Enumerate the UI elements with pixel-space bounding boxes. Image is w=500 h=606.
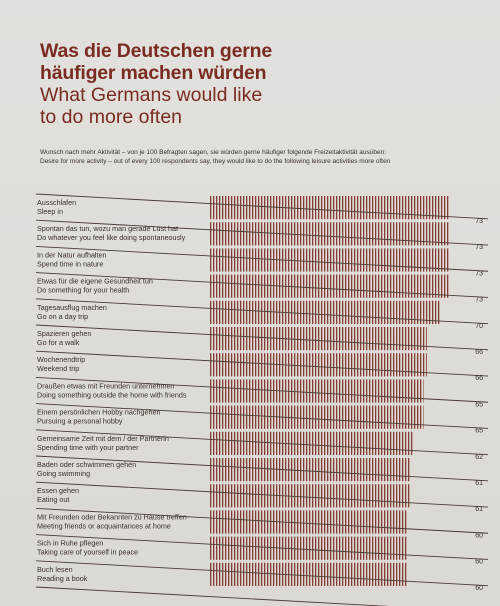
category-label-de-7: Wochenendtrip [37,355,85,364]
category-label-de-4: Etwas für die eigene Gesundheit tun [37,277,153,286]
title-german: Was die Deutschen gerne häufiger machen … [40,40,340,84]
category-label-en-6: Go for a walk [37,338,80,347]
row-separator-15 [35,560,489,587]
value-label-2: 73 [475,244,483,251]
bar-3 [209,248,450,272]
bar-13 [209,510,407,534]
bar-12 [209,484,411,508]
row-separator-13 [35,507,489,534]
description-german: Wunsch nach mehr Aktivität – von je 100 … [40,149,387,156]
title-english: What Germans would like to do more often [40,84,360,128]
value-label-14: 60 [475,559,483,566]
row-separator-3 [35,245,489,272]
category-label-en-5: Go on a day trip [37,312,88,321]
row-separator-6 [35,324,489,351]
row-separator-7 [35,350,489,377]
category-label-en-11: Going swimming [37,469,90,478]
bar-8 [209,379,424,403]
value-label-10: 62 [475,454,483,461]
bar-14 [209,536,407,560]
title-english-line2: to do more often [40,106,183,128]
category-label-de-5: Tagesausflug machen [37,303,107,312]
category-label-en-15: Reading a book [37,574,88,583]
row-separator-12 [35,481,489,508]
description-english: Desire for more activity – out of every … [40,157,391,165]
bar-2 [209,222,450,246]
category-label-en-1: Sleep in [37,207,63,216]
category-label-en-13: Meeting friends or acquaintances at home [37,521,171,530]
bar-1 [209,196,450,220]
category-label-de-1: Ausschlafen [37,198,76,207]
bar-9 [209,405,424,429]
category-label-de-9: Einem persönlichen Hobby nachgehen [37,408,160,417]
category-label-de-12: Essen gehen [37,486,79,495]
category-label-de-14: Sich in Ruhe pflegen [37,539,103,548]
value-label-1: 73 [475,218,483,225]
title-german-line2: häufiger machen würden [40,62,267,84]
category-label-en-3: Spend time in nature [37,259,103,268]
title-english-line1: What Germans would like [40,84,263,106]
category-label-de-13: Mit Freunden oder Bekannten zu Hause tre… [37,512,187,521]
category-label-de-6: Spazieren gehen [37,329,91,338]
value-label-15: 60 [475,585,483,592]
row-separator-10 [35,429,489,456]
value-label-11: 61 [475,480,483,487]
category-label-en-12: Eating out [37,495,69,504]
value-label-6: 66 [475,349,483,356]
category-label-en-4: Do something for your health [37,286,129,295]
category-label-en-10: Spending time with your partner [37,443,139,452]
category-label-en-2: Do whatever you feel like doing spontane… [37,233,186,242]
row-separator-4 [35,272,489,298]
value-label-12: 61 [475,506,483,513]
value-label-7: 66 [475,375,483,382]
value-label-5: 70 [475,323,483,330]
row-separator-8 [35,376,489,403]
category-label-de-11: Baden oder schwimmen gehen [37,460,136,469]
row-separator-11 [35,455,489,482]
category-label-de-8: Draußen etwas mit Freunden unternehmen [37,381,174,390]
row-separator-bottom [35,586,390,606]
category-label-de-2: Spontan das tun, wozu man gerade Lust ha… [37,224,178,233]
bar-7 [209,353,427,377]
category-label-en-7: Weekend trip [37,364,79,373]
row-separator-5 [35,298,489,325]
category-label-de-15: Buch lesen [37,565,73,574]
bar-5 [209,300,440,324]
value-label-13: 60 [475,532,483,539]
category-label-de-10: Gemeinsame Zeit mit dem / der Partnerin [37,434,169,443]
category-label-en-9: Pursuing a personal hobby [37,417,123,426]
bar-6 [209,327,427,351]
row-separator-9 [35,403,489,429]
value-label-3: 73 [475,270,483,277]
value-label-4: 73 [475,297,483,304]
row-separator-14 [35,534,489,560]
bar-10 [209,431,414,455]
bar-11 [209,458,411,482]
row-separator-1 [35,193,489,220]
bar-15 [209,562,407,586]
value-label-8: 65 [475,401,483,408]
category-label-en-14: Taking care of yourself in peace [37,548,138,557]
value-label-9: 65 [475,428,483,435]
title-german-line1: Was die Deutschen gerne [40,40,272,62]
category-label-en-8: Doing something outside the home with fr… [37,390,187,399]
bar-4 [209,274,450,298]
category-label-de-3: In der Natur aufhalten [37,250,107,259]
row-separator-2 [35,219,489,246]
description: Wunsch nach mehr Aktivität – von je 100 … [40,149,480,166]
